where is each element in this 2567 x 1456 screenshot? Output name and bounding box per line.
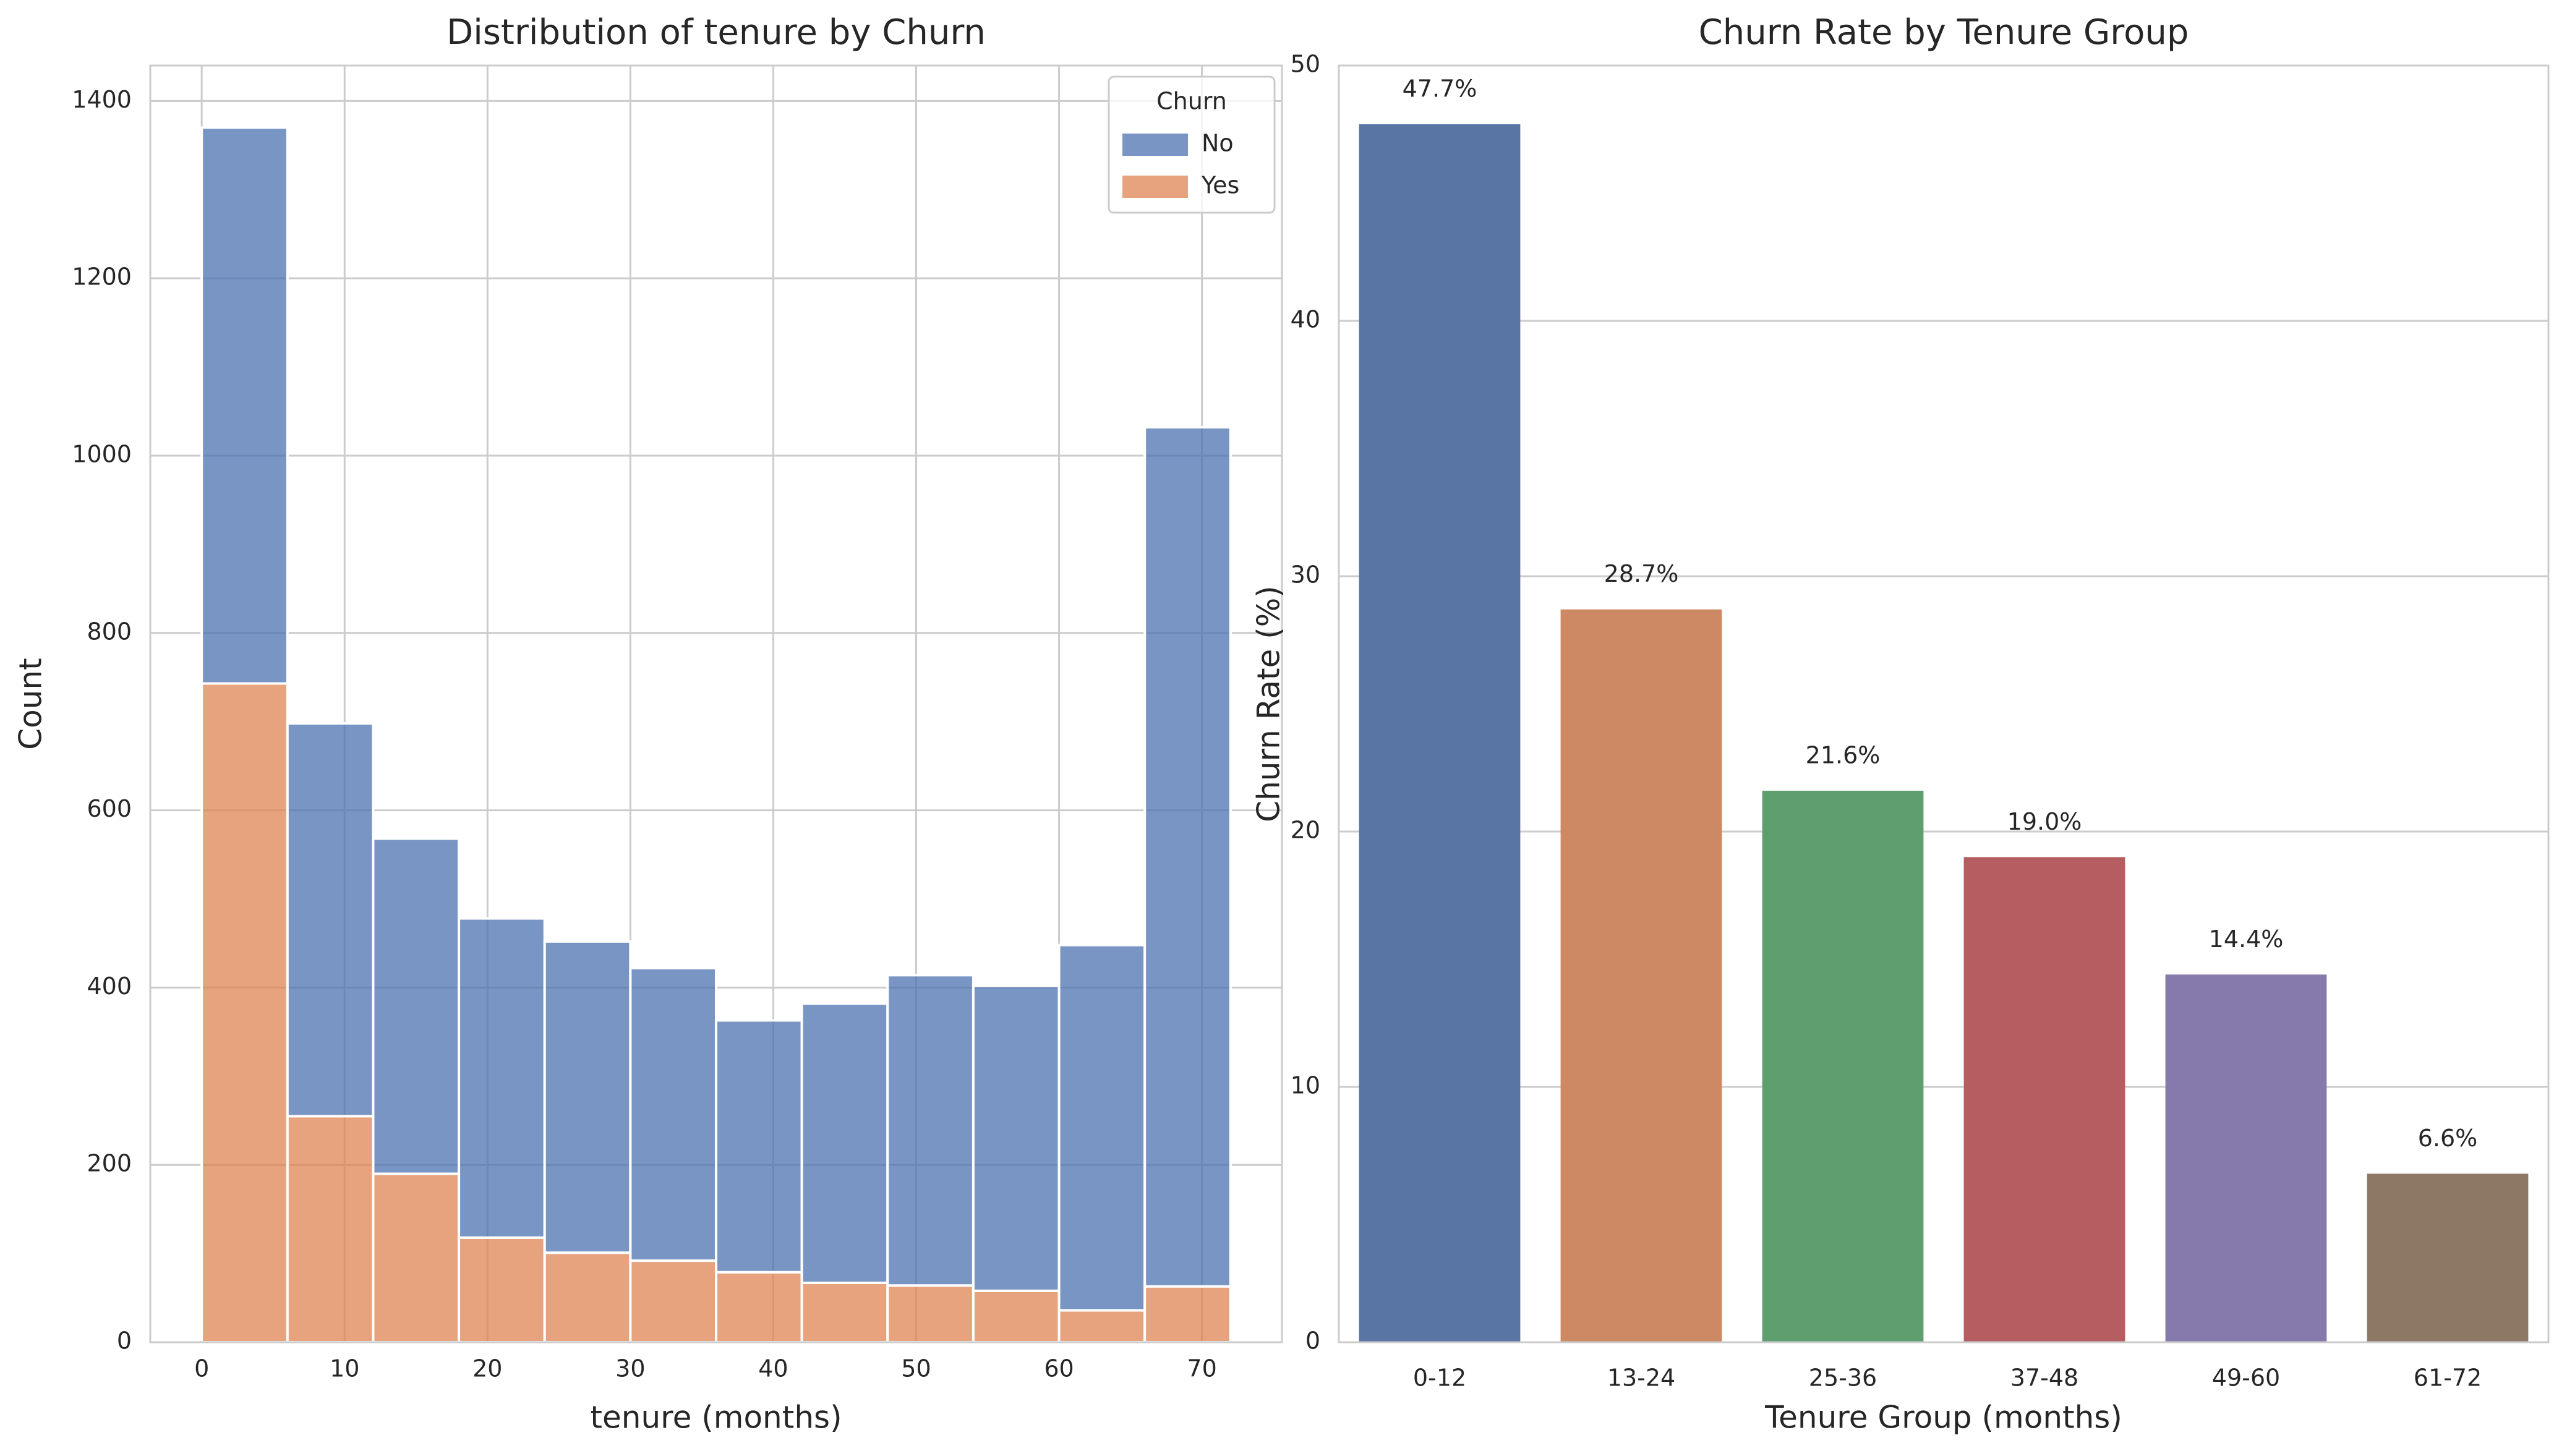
chart-title: Churn Rate by Tenure Group bbox=[1699, 12, 2189, 53]
y-tick-label: 400 bbox=[87, 973, 132, 1000]
x-tick-label: 61-72 bbox=[2414, 1364, 2482, 1392]
y-tick-label: 20 bbox=[1291, 817, 1320, 844]
y-tick-label: 10 bbox=[1291, 1072, 1320, 1099]
x-tick-label: 37-48 bbox=[2010, 1364, 2078, 1392]
histogram-bar bbox=[543, 1251, 632, 1344]
histogram-bar bbox=[286, 1115, 375, 1343]
histogram-bar bbox=[715, 1019, 803, 1274]
x-tick-label: 70 bbox=[1187, 1355, 1216, 1382]
y-tick-label: 30 bbox=[1291, 561, 1320, 589]
histogram-bar bbox=[458, 1236, 546, 1343]
value-label: 14.4% bbox=[2209, 926, 2284, 953]
histogram-bar bbox=[286, 722, 375, 1118]
histogram-bar bbox=[1057, 943, 1147, 1312]
bar bbox=[2367, 1173, 2529, 1342]
y-tick-label: 200 bbox=[87, 1150, 132, 1177]
y-tick-label: 1400 bbox=[72, 86, 132, 113]
y-tick-label: 0 bbox=[117, 1327, 132, 1355]
y-tick-label: 1200 bbox=[72, 263, 132, 291]
value-label: 47.7% bbox=[1403, 75, 1477, 102]
x-tick-label: 13-24 bbox=[1607, 1364, 1675, 1392]
histogram-bar bbox=[800, 1281, 889, 1344]
histogram-bar bbox=[800, 1002, 889, 1284]
histogram-bar bbox=[458, 917, 546, 1239]
y-axis-label: Churn Rate (%) bbox=[1251, 585, 1287, 822]
legend-swatch bbox=[1122, 176, 1188, 198]
bar bbox=[1560, 609, 1722, 1343]
x-tick-label: 60 bbox=[1044, 1355, 1074, 1382]
x-tick-label: 40 bbox=[758, 1355, 788, 1382]
histogram-bar bbox=[886, 1284, 975, 1343]
value-label: 28.7% bbox=[1604, 560, 1679, 587]
value-label: 19.0% bbox=[2007, 808, 2082, 835]
histogram-bar bbox=[200, 126, 289, 685]
x-axis-label: Tenure Group (months) bbox=[1764, 1400, 2122, 1436]
value-label: 21.6% bbox=[1806, 741, 1881, 768]
axes-frame bbox=[1338, 64, 2550, 1343]
bar bbox=[2165, 974, 2327, 1342]
legend-label: No bbox=[1202, 130, 1234, 157]
x-tick-label: 0 bbox=[194, 1355, 209, 1382]
histogram-bar bbox=[1143, 1285, 1232, 1343]
x-tick-label: 10 bbox=[330, 1355, 359, 1382]
bar bbox=[1963, 857, 2125, 1342]
x-tick-label: 49-60 bbox=[2212, 1364, 2280, 1392]
x-tick-label: 20 bbox=[472, 1355, 502, 1382]
x-tick-label: 50 bbox=[901, 1355, 931, 1382]
legend-swatch bbox=[1122, 134, 1188, 156]
histogram-bar bbox=[886, 974, 975, 1287]
histogram-bar bbox=[629, 1259, 718, 1344]
histogram-bar bbox=[543, 940, 632, 1254]
bar bbox=[1762, 790, 1924, 1342]
y-tick-label: 800 bbox=[87, 618, 132, 645]
y-tick-label: 40 bbox=[1291, 306, 1320, 333]
histogram-bar bbox=[1143, 426, 1232, 1288]
legend-label: Yes bbox=[1201, 172, 1239, 199]
y-axis-label: Count bbox=[13, 658, 49, 750]
histogram-bar bbox=[715, 1271, 803, 1344]
histogram-bar bbox=[972, 984, 1061, 1292]
x-tick-label: 30 bbox=[615, 1355, 645, 1382]
x-tick-label: 0-12 bbox=[1413, 1364, 1466, 1392]
histogram-bar bbox=[1057, 1309, 1147, 1343]
bar bbox=[1359, 124, 1521, 1343]
legend-title: Churn bbox=[1156, 88, 1227, 115]
x-tick-label: 25-36 bbox=[1809, 1364, 1877, 1392]
axes-frame bbox=[149, 64, 1283, 1343]
y-tick-label: 0 bbox=[1305, 1327, 1320, 1355]
value-label: 6.6% bbox=[2418, 1125, 2478, 1152]
histogram-bar bbox=[200, 682, 289, 1343]
histogram-bar bbox=[629, 966, 718, 1262]
y-tick-label: 50 bbox=[1291, 51, 1320, 78]
y-tick-label: 600 bbox=[87, 795, 132, 822]
histogram-bar bbox=[372, 1172, 461, 1343]
histogram-bar bbox=[372, 837, 461, 1175]
x-axis-label: tenure (months) bbox=[590, 1400, 842, 1436]
chart-title: Distribution of tenure by Churn bbox=[446, 12, 986, 53]
histogram-bar bbox=[972, 1289, 1061, 1344]
y-tick-label: 1000 bbox=[72, 440, 132, 467]
